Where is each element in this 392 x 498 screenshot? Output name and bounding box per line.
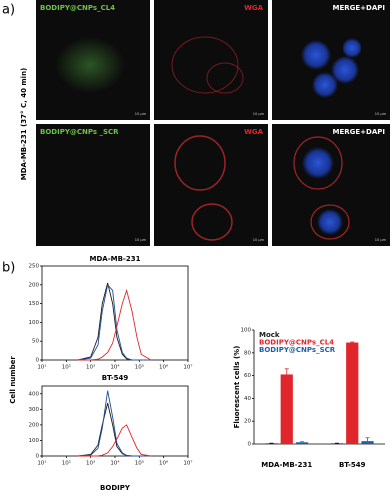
panel-label: b) xyxy=(2,261,15,276)
y-tick-label: 100 xyxy=(29,438,40,444)
y-tick-label: 50 xyxy=(32,339,39,345)
x-axis-label: BODIPY xyxy=(100,484,131,492)
y-tick-label: 200 xyxy=(29,282,40,288)
legend-entry: BODIPY@CNPs_SCR xyxy=(259,346,336,354)
y-axis-label: Fluorescent cells (%) xyxy=(233,346,241,429)
x-tick-label: BT-549 xyxy=(339,461,366,469)
image xyxy=(36,124,150,246)
image xyxy=(272,0,390,120)
x-tick-label: 10⁵ xyxy=(135,364,144,371)
x-tick-label: 10¹ xyxy=(37,460,46,467)
x-tick-label: 10⁷ xyxy=(183,364,192,371)
y-tick-label: 300 xyxy=(29,407,40,413)
bar xyxy=(330,443,344,444)
y-tick-label: 250 xyxy=(29,264,40,270)
x-tick-label: 10¹ xyxy=(37,364,46,371)
image-label: BODIPY@CNPs _SCR xyxy=(40,128,119,136)
micrographs xyxy=(36,0,390,246)
x-tick-label: MDA-MB-231 xyxy=(261,461,312,469)
scale-bar-label: 10 µm xyxy=(253,112,265,116)
x-tick-label: 10⁵ xyxy=(135,460,144,467)
y-tick-label: 200 xyxy=(29,422,40,428)
chart-title: MDA-MB-231 xyxy=(90,255,141,263)
scale-bar-label: 10 µm xyxy=(375,238,387,242)
y-tick-label: 100 xyxy=(241,328,252,334)
histogram-line xyxy=(77,424,152,457)
x-tick-label: 10⁶ xyxy=(159,364,169,371)
image-label: WGA xyxy=(244,4,263,12)
y-tick-label: 150 xyxy=(29,301,40,307)
y-axis-label: Cell number xyxy=(9,356,17,404)
x-tick-label: 10⁶ xyxy=(159,460,169,467)
bar xyxy=(295,442,309,444)
y-tick-label: 400 xyxy=(29,391,40,397)
y-tick-label: 20 xyxy=(244,419,251,425)
panel-label: a) xyxy=(2,3,15,18)
histogram-line xyxy=(77,390,151,457)
x-tick-label: 10⁴ xyxy=(110,364,120,371)
scale-bar-label: 10 µm xyxy=(375,112,387,116)
plot-frame xyxy=(41,385,189,457)
bar xyxy=(346,342,359,444)
image-label: MERGE+DAPI xyxy=(333,128,386,136)
x-tick-label: 10² xyxy=(62,460,71,467)
scale-bar-label: 10 µm xyxy=(135,112,147,116)
error-bar xyxy=(365,437,370,442)
x-tick-label: 10² xyxy=(62,364,71,371)
scale-bar-label: 10 µm xyxy=(135,238,147,242)
bar xyxy=(280,374,293,444)
y-tick-label: 40 xyxy=(244,396,251,402)
y-tick-label: 0 xyxy=(36,454,40,460)
image-label: WGA xyxy=(244,128,263,136)
x-tick-label: 10⁷ xyxy=(183,460,192,467)
scale-bars: 10 µm 10 µm 10 µm 10 µm 10 µm 10 µm xyxy=(135,112,387,242)
image xyxy=(154,124,268,246)
y-tick-label: 80 xyxy=(244,350,251,356)
error-bar xyxy=(350,341,355,343)
side-label: MDA-MB-231 (37° C, 40 min) xyxy=(20,68,28,181)
histogram-line xyxy=(77,288,152,361)
x-tick-label: 10⁴ xyxy=(110,460,120,467)
y-tick-label: 60 xyxy=(244,373,251,379)
bar xyxy=(361,441,374,444)
y-tick-label: 100 xyxy=(29,320,40,326)
legend-entry: Mock xyxy=(259,331,280,339)
legend-entry: BODIPY@CNPs_CL4 xyxy=(259,339,334,347)
error-bar xyxy=(300,441,305,443)
scale-bar-label: 10 µm xyxy=(253,238,265,242)
chart-title: BT-549 xyxy=(102,374,129,382)
bar xyxy=(265,443,278,444)
x-tick-label: 10³ xyxy=(86,460,95,467)
error-bar xyxy=(284,368,289,375)
y-tick-label: 0 xyxy=(248,442,252,448)
histogram-line xyxy=(77,283,151,361)
image xyxy=(154,0,268,120)
y-tick-label: 0 xyxy=(36,358,40,364)
x-tick-label: 10³ xyxy=(86,364,95,371)
image-label: MERGE+DAPI xyxy=(333,4,386,12)
image-label: BODIPY@CNPs_CL4 xyxy=(40,4,115,12)
